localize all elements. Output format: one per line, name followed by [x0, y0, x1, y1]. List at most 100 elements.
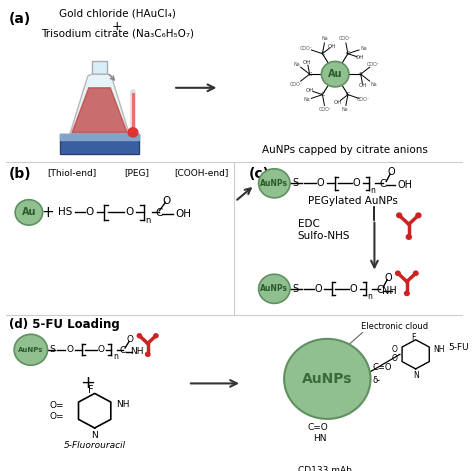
Text: O: O	[86, 207, 94, 218]
Text: 5-Fluorouracil: 5-Fluorouracil	[64, 441, 126, 450]
Text: NH: NH	[383, 285, 397, 296]
Text: +: +	[41, 205, 54, 220]
Text: [PEG]: [PEG]	[124, 168, 149, 177]
Text: NH: NH	[130, 347, 144, 356]
Text: O: O	[392, 345, 398, 354]
Text: F: F	[88, 385, 93, 395]
Text: NH: NH	[116, 400, 130, 409]
Text: Trisodium citrate (Na₃C₆H₅O₇): Trisodium citrate (Na₃C₆H₅O₇)	[41, 29, 194, 39]
Circle shape	[321, 61, 349, 87]
Circle shape	[416, 213, 421, 218]
Text: +: +	[112, 21, 123, 33]
Text: EDC: EDC	[298, 219, 320, 229]
Text: +: +	[80, 374, 95, 392]
Text: O: O	[162, 195, 171, 206]
Text: AuNPs capped by citrate anions: AuNPs capped by citrate anions	[262, 145, 428, 155]
Text: OH: OH	[175, 209, 191, 219]
Circle shape	[396, 271, 400, 276]
Circle shape	[413, 271, 418, 276]
Text: N: N	[413, 371, 419, 380]
Text: O: O	[127, 335, 134, 344]
Text: O: O	[125, 207, 133, 218]
Text: C: C	[156, 208, 163, 219]
Text: n: n	[146, 216, 151, 225]
Text: Na: Na	[293, 62, 300, 67]
Text: PEGylated AuNPs: PEGylated AuNPs	[308, 196, 398, 206]
Text: AuNPs: AuNPs	[260, 284, 288, 293]
Text: COO⁻: COO⁻	[290, 81, 304, 87]
Circle shape	[14, 334, 47, 365]
Circle shape	[154, 334, 158, 338]
Text: n: n	[113, 352, 118, 361]
Circle shape	[128, 128, 138, 137]
Circle shape	[259, 274, 290, 303]
Text: C: C	[380, 179, 387, 189]
Text: OH: OH	[306, 88, 315, 93]
Polygon shape	[60, 134, 139, 154]
Polygon shape	[60, 134, 139, 139]
Text: C: C	[320, 92, 325, 97]
Text: COO⁻: COO⁻	[357, 97, 370, 102]
Circle shape	[341, 441, 346, 445]
Text: OH: OH	[328, 44, 337, 49]
Circle shape	[137, 334, 142, 338]
Circle shape	[325, 441, 329, 445]
Text: Au: Au	[22, 207, 36, 218]
Text: C: C	[346, 92, 350, 97]
Polygon shape	[70, 74, 129, 133]
Text: AuNPs: AuNPs	[260, 179, 288, 188]
Text: [COOH-end]: [COOH-end]	[174, 168, 229, 177]
Text: S: S	[292, 179, 298, 188]
Text: COO⁻: COO⁻	[338, 36, 352, 41]
Text: C: C	[120, 346, 126, 355]
Circle shape	[406, 235, 411, 239]
Text: Na: Na	[360, 46, 367, 51]
Text: C: C	[358, 72, 363, 77]
Text: O: O	[315, 284, 322, 294]
Text: Na: Na	[342, 107, 348, 113]
Text: Electronic cloud: Electronic cloud	[361, 322, 428, 331]
Polygon shape	[72, 88, 127, 132]
Text: (b): (b)	[9, 167, 32, 181]
Circle shape	[284, 339, 371, 419]
Text: (c): (c)	[249, 167, 270, 181]
Text: COO⁻: COO⁻	[319, 107, 332, 113]
Text: O: O	[384, 273, 392, 283]
Text: O: O	[317, 179, 324, 188]
Text: OH: OH	[334, 100, 342, 105]
Circle shape	[333, 460, 337, 463]
Text: Gold chloride (HAuCl₄): Gold chloride (HAuCl₄)	[59, 8, 176, 19]
Text: O: O	[66, 345, 73, 354]
Text: C: C	[320, 51, 325, 56]
Text: O: O	[350, 284, 357, 294]
Text: Na: Na	[303, 97, 310, 102]
Text: (d) 5-FU Loading: (d) 5-FU Loading	[9, 318, 120, 331]
Text: F: F	[411, 333, 416, 341]
Text: OH: OH	[356, 55, 364, 60]
Circle shape	[397, 213, 401, 218]
Text: δ-: δ-	[373, 376, 381, 385]
Text: Sulfo-NHS: Sulfo-NHS	[298, 231, 350, 241]
Text: Au: Au	[328, 69, 342, 79]
Text: O: O	[353, 179, 360, 188]
Text: 5-FU: 5-FU	[448, 342, 469, 351]
Text: O=: O=	[50, 412, 64, 421]
Text: AuNPs: AuNPs	[18, 347, 44, 353]
Text: O: O	[387, 167, 395, 178]
Text: COO⁻: COO⁻	[300, 46, 313, 51]
Text: S: S	[49, 345, 55, 354]
Text: O: O	[392, 354, 398, 363]
Circle shape	[146, 352, 150, 356]
Text: NH: NH	[433, 345, 445, 354]
Circle shape	[404, 291, 409, 295]
Text: C=O: C=O	[373, 364, 392, 373]
Text: O: O	[98, 345, 105, 354]
Text: C: C	[377, 285, 383, 295]
Circle shape	[259, 169, 290, 198]
Text: OH: OH	[303, 60, 311, 65]
Text: OH: OH	[359, 83, 367, 88]
Text: [Thiol-end]: [Thiol-end]	[47, 168, 97, 177]
Polygon shape	[91, 60, 108, 74]
Text: HS: HS	[58, 207, 73, 218]
Circle shape	[15, 200, 43, 225]
